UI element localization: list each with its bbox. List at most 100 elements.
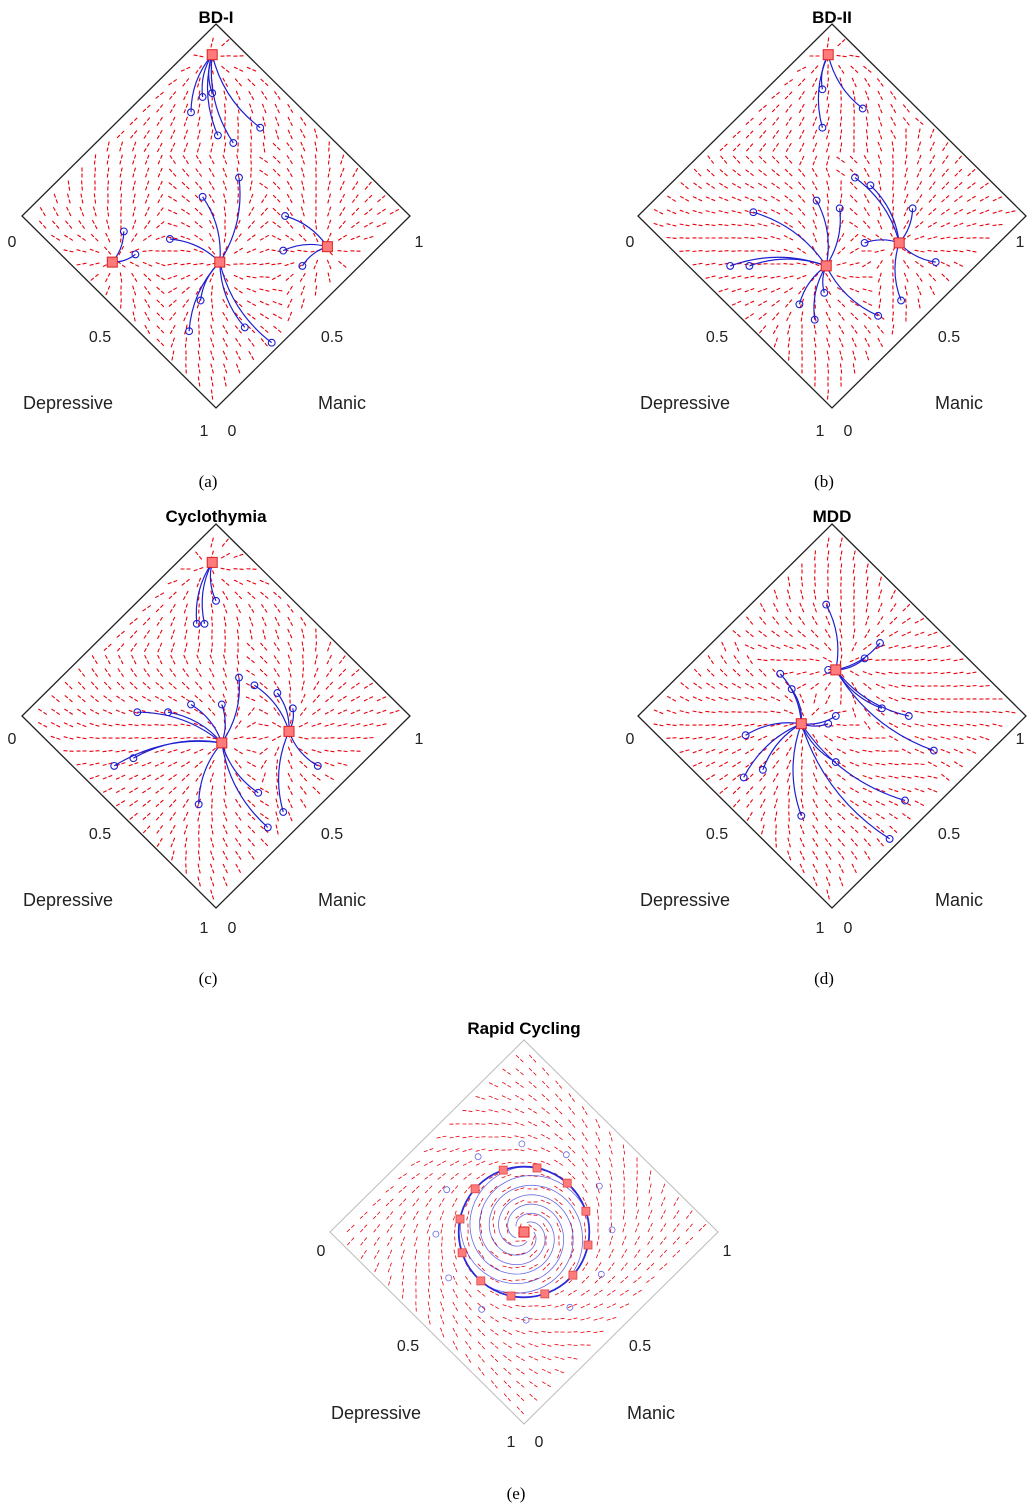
field-arrow (553, 1317, 565, 1321)
field-arrow (865, 128, 869, 140)
field-arrow (129, 786, 139, 794)
field-arrow (568, 1106, 576, 1116)
field-arrow (259, 812, 269, 820)
field-arrow (375, 709, 387, 715)
field-arrow (272, 155, 282, 165)
field-arrow (541, 1120, 551, 1128)
field-arrow (488, 1290, 500, 1296)
field-arrow (515, 1392, 525, 1402)
field-arrow (839, 362, 843, 374)
field-arrow (915, 272, 923, 282)
field-arrow (758, 630, 768, 638)
field-arrow (874, 749, 886, 753)
field-arrow (116, 695, 126, 703)
field-arrow (542, 1067, 550, 1077)
field-arrow (528, 1393, 538, 1401)
field-arrow (887, 671, 899, 675)
field-arrow (554, 1106, 564, 1116)
field-arrow (824, 284, 832, 296)
field-arrow (836, 760, 846, 768)
field-arrow (826, 89, 830, 101)
field-arrow (221, 590, 229, 600)
field-arrow (93, 154, 97, 166)
field-arrow (490, 1379, 498, 1389)
field-arrow (659, 1223, 667, 1233)
field-arrow (852, 563, 856, 575)
field-arrow (787, 576, 791, 588)
field-arrow (439, 1313, 445, 1325)
field-arrow (349, 750, 361, 752)
field-arrow (193, 748, 205, 754)
field-arrow (515, 1211, 525, 1219)
field-arrow (171, 849, 175, 861)
field-arrow (514, 1187, 526, 1191)
field-arrow (849, 207, 859, 217)
field-arrow (693, 182, 703, 190)
field-arrow (464, 1340, 472, 1350)
trajectory (137, 711, 223, 744)
field-arrow (786, 771, 792, 783)
field-arrow (706, 668, 716, 678)
field-arrow (825, 128, 831, 140)
field-arrow (272, 221, 282, 229)
field-arrow (784, 195, 794, 203)
field-arrow (799, 823, 805, 835)
field-arrow (300, 154, 306, 166)
initial-point (860, 654, 869, 663)
tick-depressive-mid: 0.5 (397, 1338, 419, 1355)
field-arrow (823, 746, 833, 756)
field-arrow (826, 232, 830, 244)
field-arrow (913, 723, 925, 727)
trajectory (798, 265, 827, 305)
trajectory (825, 604, 839, 671)
initial-point (522, 1316, 530, 1324)
field-arrow (746, 655, 754, 665)
field-arrow (823, 642, 833, 652)
field-arrow (746, 811, 754, 821)
field-arrow (567, 1289, 577, 1297)
cycle-point (476, 1276, 486, 1286)
field-arrow (826, 388, 830, 400)
cycle-point (568, 1270, 578, 1280)
field-arrow (813, 589, 817, 601)
field-arrow (476, 1289, 486, 1297)
field-arrow (362, 235, 374, 241)
field-arrow (745, 668, 755, 678)
field-arrow (770, 249, 782, 253)
initial-point (198, 192, 207, 201)
field-arrow (619, 1276, 629, 1284)
field-arrow (796, 66, 808, 72)
field-arrow (541, 1133, 551, 1141)
field-arrow (338, 207, 346, 217)
field-arrow (326, 258, 332, 270)
field-arrow (787, 823, 791, 835)
field-arrow (745, 155, 755, 165)
field-arrow (155, 91, 165, 99)
field-arrow (862, 312, 872, 320)
field-arrow (929, 141, 935, 153)
field-arrow (904, 154, 908, 166)
field-arrow (223, 232, 227, 244)
field-arrow (287, 745, 293, 757)
field-arrow (861, 749, 873, 753)
field-arrow (169, 603, 177, 613)
field-arrow (492, 1209, 496, 1221)
field-arrow (608, 1248, 614, 1260)
tick-bottom-manic: 0 (535, 1434, 544, 1451)
field-arrow (837, 311, 845, 321)
field-arrow (411, 1172, 421, 1180)
field-arrow (852, 362, 856, 374)
field-arrow (771, 91, 781, 99)
field-arrow (259, 824, 269, 834)
field-arrow (131, 219, 137, 231)
field-arrow (502, 1379, 512, 1389)
field-arrow (913, 735, 925, 741)
field-arrow (154, 591, 166, 599)
field-arrow (452, 1274, 458, 1286)
field-arrow (194, 694, 204, 704)
initial-point (741, 731, 750, 740)
field-arrow (116, 630, 126, 638)
field-arrow (339, 167, 345, 179)
fixed-points (106, 49, 333, 347)
field-arrow (514, 1135, 526, 1139)
